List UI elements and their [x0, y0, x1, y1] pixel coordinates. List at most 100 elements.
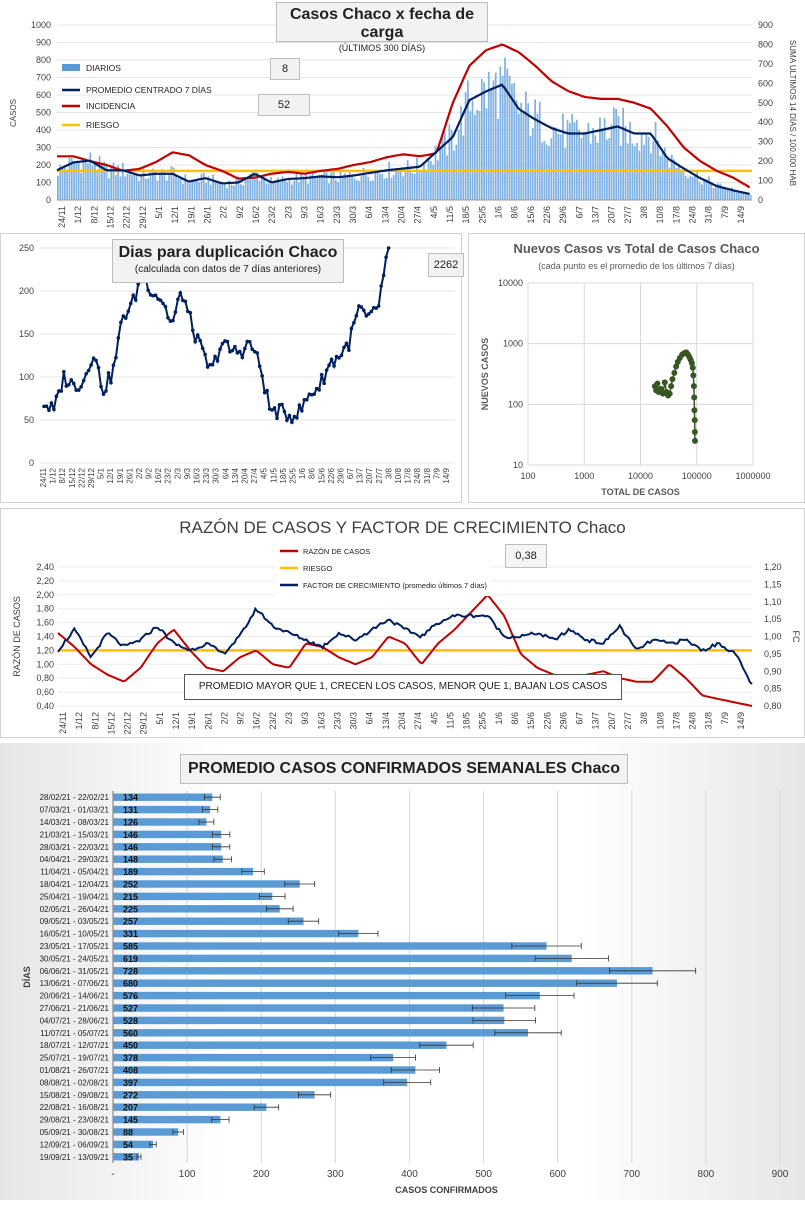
semanales-x-tick: 400 [401, 1169, 418, 1180]
casos-daily-bar [450, 130, 453, 200]
semanales-value-label: 272 [123, 1090, 138, 1100]
duplicacion-point [101, 392, 106, 396]
duplicacion-point [116, 336, 121, 340]
semanales-bar [113, 1103, 267, 1111]
semanales-category-label: 30/05/21 - 24/05/21 [40, 954, 110, 963]
casos-daily-bar [73, 162, 75, 200]
duplicacion-point [275, 416, 279, 421]
casos-daily-bar [608, 138, 611, 200]
duplicacion-x-tick: 2/2 [135, 467, 144, 479]
semanales-value-label: 331 [123, 929, 138, 939]
duplicacion-point [114, 355, 118, 360]
razon-y2-tick: 0,95 [764, 649, 782, 659]
duplicacion-x-tick: 8/12 [58, 467, 67, 483]
duplicacion-point [354, 313, 359, 318]
casos-daily-bar [566, 120, 569, 200]
casos-daily-bar [226, 188, 228, 200]
semanales-bar [113, 880, 300, 888]
duplicacion-x-tick: 19/1 [116, 467, 125, 483]
duplicacion-point [369, 309, 374, 314]
casos-daily-bar [372, 180, 374, 200]
casos-daily-bar [346, 174, 349, 200]
casos-daily-bar [538, 101, 541, 200]
duplicacion-point [297, 403, 302, 408]
casos-daily-bar [492, 80, 495, 200]
casos-daily-bar [170, 166, 173, 200]
razon-x-tick: 2/2 [219, 712, 229, 725]
casos-daily-bar [557, 133, 560, 200]
razon-x-tick: 27/4 [413, 712, 423, 730]
nuevos-point [673, 363, 680, 370]
casos-daily-bar [263, 177, 265, 200]
casos-daily-bar [75, 161, 78, 200]
casos-daily-bar [640, 133, 643, 200]
casos-daily-bar [504, 57, 506, 200]
casos-chart: 0 100 200 300 400 500 600 700 800 900 1000 0 100 200 3… [9, 20, 797, 229]
casos-daily-bar [548, 146, 550, 200]
casos-daily-bar [629, 122, 631, 200]
casos-daily-bar [418, 170, 421, 200]
semanales-category-label: 18/07/21 - 12/07/21 [40, 1041, 110, 1050]
casos-y-tick: 800 [36, 55, 51, 65]
casos-y2-tick: 600 [758, 78, 773, 88]
nuevos-x-tick: 1000 [574, 471, 594, 481]
casos-daily-bar [121, 162, 124, 200]
semanales-category-label: 28/03/21 - 22/03/21 [40, 843, 110, 852]
casos-daily-bar [524, 91, 527, 200]
casos-daily-bar [691, 176, 694, 200]
casos-x-tick: 1/6 [494, 206, 504, 219]
nuevos-point [671, 369, 678, 376]
duplicacion-point [290, 420, 294, 425]
duplicacion-point [225, 339, 230, 344]
casos-daily-bar [260, 177, 263, 200]
duplicacion-point [344, 341, 349, 346]
duplicacion-point [364, 314, 369, 318]
razon-x-tick: 5/1 [155, 712, 165, 725]
duplicacion-x-tick: 3/8 [384, 467, 393, 479]
duplicacion-point [205, 365, 210, 369]
duplicacion-x-tick: 2/3 [173, 467, 182, 479]
casos-daily-bar [61, 166, 64, 200]
duplicacion-point [171, 318, 175, 323]
casos-daily-bar [448, 124, 451, 200]
semanales-bar [113, 1066, 416, 1074]
casos-daily-bar [670, 154, 673, 200]
casos-incidencia-line [57, 43, 751, 189]
semanales-bar [113, 991, 540, 1000]
casos-daily-bar [63, 167, 66, 200]
razon-x-tick: 6/4 [365, 712, 375, 725]
semanales-bar [113, 1153, 139, 1161]
semanales-category-label: 04/04/21 - 29/03/21 [40, 855, 110, 864]
casos-daily-bar [235, 179, 238, 200]
casos-daily-bar [351, 174, 353, 200]
casos-daily-bar [221, 183, 224, 200]
casos-promedio-line [56, 83, 750, 195]
casos-x-tick: 29/6 [558, 206, 568, 224]
semanales-value-label: 88 [123, 1128, 133, 1138]
casos-daily-bar [290, 184, 293, 200]
casos-x-tick: 13/4 [380, 206, 390, 224]
casos-daily-bar [654, 121, 657, 200]
nuevos-y-tick: 1000 [503, 339, 523, 349]
nuevos-point [691, 394, 698, 401]
semanales-category-label: 13/06/21 - 07/06/21 [40, 979, 110, 988]
duplicacion-point [193, 339, 198, 344]
casos-daily-bar [747, 192, 750, 200]
razon-y-tick: 2,20 [36, 576, 54, 586]
casos-daily-bar [550, 138, 553, 200]
semanales-chart: - 100 200 300 400 500 600 700 800 900 CASOS CONFIR… [22, 791, 789, 1195]
casos-daily-bar [353, 178, 356, 200]
casos-x-tick: 12/1 [170, 206, 180, 224]
casos-daily-bar [119, 176, 122, 200]
casos-daily-bar [140, 173, 143, 200]
semanales-value-label: 560 [123, 1028, 138, 1038]
casos-daily-bar [471, 100, 474, 200]
duplicacion-x-tick: 12/1 [106, 467, 115, 483]
casos-y-tick: 700 [36, 73, 51, 83]
semanales-category-label: 02/05/21 - 26/04/21 [40, 905, 110, 914]
casos-daily-bar [369, 180, 372, 200]
duplicacion-x-tick: 26/1 [125, 467, 134, 483]
casos-daily-bar [390, 177, 393, 200]
casos-daily-bar [409, 168, 411, 200]
casos-daily-bar [131, 175, 133, 200]
